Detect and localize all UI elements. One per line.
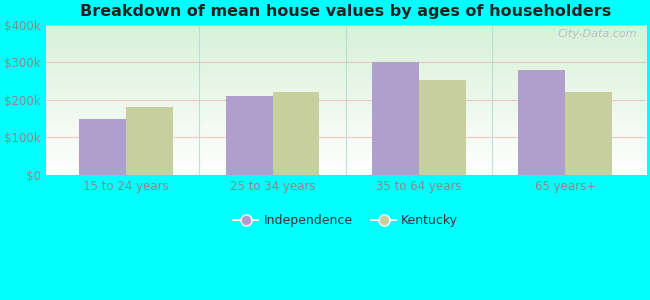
Text: City-Data.com: City-Data.com: [557, 29, 637, 39]
Legend: Independence, Kentucky: Independence, Kentucky: [228, 209, 463, 232]
Bar: [226, 96, 272, 175]
Bar: [519, 70, 566, 175]
Bar: [566, 92, 612, 175]
Bar: [126, 106, 173, 175]
Bar: [272, 92, 319, 175]
Bar: [372, 62, 419, 175]
Bar: [419, 80, 466, 175]
Title: Breakdown of mean house values by ages of householders: Breakdown of mean house values by ages o…: [80, 4, 612, 19]
Bar: [79, 118, 126, 175]
